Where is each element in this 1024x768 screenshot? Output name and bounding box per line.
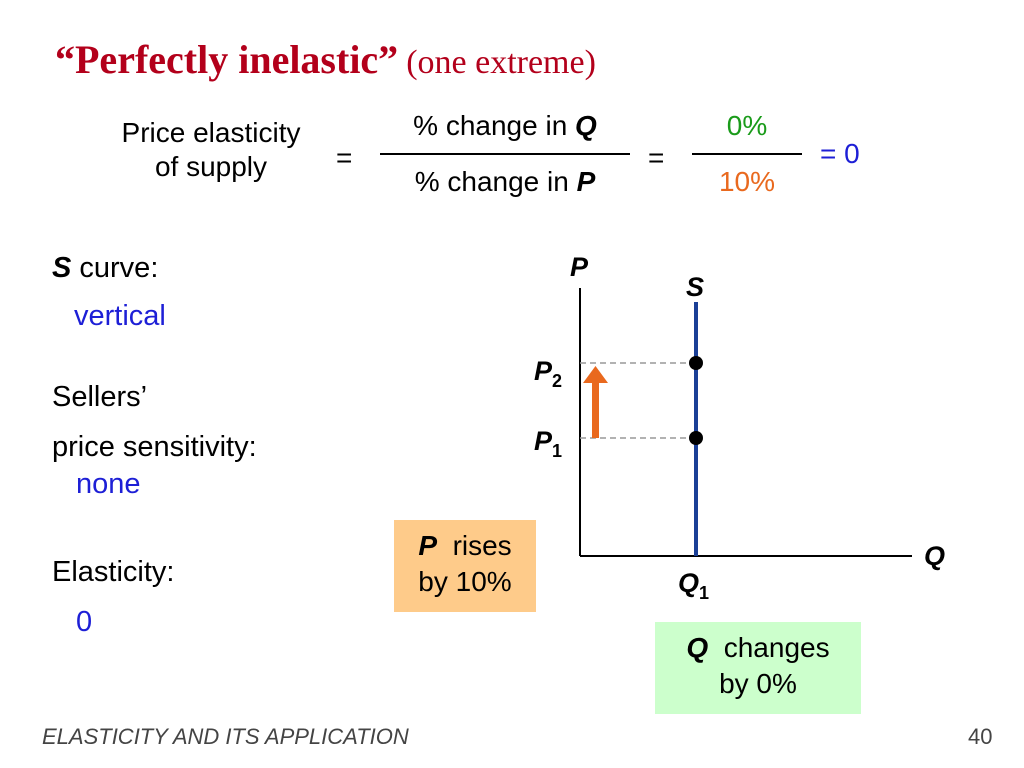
curve-label: S xyxy=(686,272,704,302)
p2-label-sub: 2 xyxy=(552,371,562,391)
q-changes-var: Q xyxy=(686,632,709,663)
p1-label: P1 xyxy=(534,426,562,461)
sellers-sensitivity-label: Sellers’ price sensitivity: xyxy=(52,372,257,472)
q-changes-text: changes xyxy=(723,632,830,663)
page-number: 40 xyxy=(968,724,993,749)
y-axis-label: P xyxy=(570,252,589,282)
p1-label-sub: 1 xyxy=(552,441,562,461)
formula-den-value: 10% xyxy=(718,166,776,197)
p-rises-text: rises xyxy=(452,530,512,561)
formula-lhs-line2: of supply xyxy=(154,151,268,182)
formula-numerator: % change in Q xyxy=(380,110,630,142)
s-curve-var: S xyxy=(52,252,72,284)
formula-result: = 0 xyxy=(820,138,860,169)
numerator-var: Q xyxy=(575,110,597,141)
sensitivity-value: none xyxy=(76,468,141,500)
q1-label-base: Q xyxy=(678,568,699,598)
formula-num-value: 0% xyxy=(726,110,768,141)
title-sub: (one extreme) xyxy=(406,44,596,81)
q1-label-sub: 1 xyxy=(699,583,709,603)
s-curve-label: S curve: xyxy=(52,252,158,285)
denominator-text: % change in xyxy=(414,166,577,197)
formula-equals-2: = xyxy=(648,142,665,173)
point-p1 xyxy=(689,431,703,445)
point-p2 xyxy=(689,356,703,370)
q-changes-line2: by 0% xyxy=(719,668,797,699)
formula-lhs: Price elasticity of supply xyxy=(88,116,334,184)
denominator-var: P xyxy=(576,166,596,197)
p-rises-line2: by 10% xyxy=(418,566,512,597)
arrow-shaft xyxy=(592,382,599,438)
sellers-line1: Sellers’ xyxy=(52,381,148,413)
p-rises-callout: P rises by 10% xyxy=(394,520,536,612)
title-main: “Perfectly inelastic” xyxy=(55,37,399,82)
p1-label-base: P xyxy=(534,426,553,456)
formula-fraction-bar-2 xyxy=(692,153,802,155)
sellers-line2: price sensitivity: xyxy=(52,431,257,463)
numerator-text: % change in xyxy=(413,110,576,141)
q-changes-callout: Q changes by 0% xyxy=(655,622,861,714)
price-rise-arrow xyxy=(583,366,608,438)
elasticity-value: 0 xyxy=(76,606,93,638)
formula-equals-1: = xyxy=(336,142,353,173)
formula-lhs-line1: Price elasticity xyxy=(121,117,301,148)
s-curve-text: curve: xyxy=(71,252,159,284)
s-curve-value: vertical xyxy=(74,300,166,332)
q1-label: Q1 xyxy=(678,568,709,603)
formula-fraction-bar-1 xyxy=(380,153,630,155)
p2-label: P2 xyxy=(534,356,562,391)
x-axis-label: Q xyxy=(924,541,945,571)
p2-label-base: P xyxy=(534,356,553,386)
slide-title: “Perfectly inelastic” (one extreme) xyxy=(55,36,596,83)
footer-title: ELASTICITY AND ITS APPLICATION xyxy=(42,724,409,749)
elasticity-label: Elasticity: xyxy=(52,556,175,588)
arrow-head xyxy=(583,366,608,383)
formula-denominator: % change in P xyxy=(380,166,630,198)
p-rises-var: P xyxy=(418,530,437,561)
